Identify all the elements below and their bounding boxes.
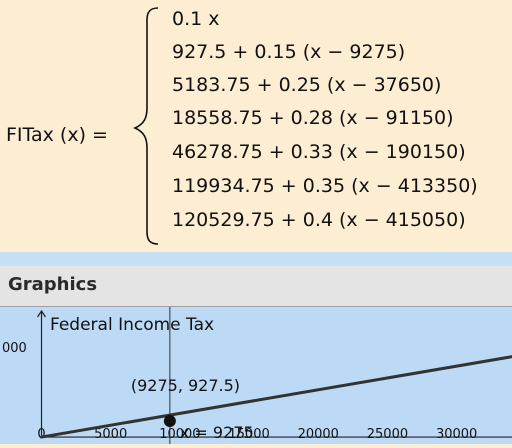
formula-svg: FITax (x) = 0.1 x 927.5 + 0.15 (x − 9275… xyxy=(6,7,478,245)
formula-lhs: FITax (x) = xyxy=(6,124,108,146)
tax-curve[interactable] xyxy=(40,355,512,439)
point-label: (9275, 927.5) xyxy=(131,376,240,395)
plot-svg[interactable]: 000 0 5000 10000 15000 20000 25000 30000 Feder… xyxy=(0,307,512,444)
case-line-3: 5183.75 + 0.25 (x − 37650) xyxy=(172,74,441,96)
case-line-6: 119934.75 + 0.35 (x − 413350) xyxy=(172,175,478,197)
x-tick-label: 20000 xyxy=(298,427,339,442)
point-marker[interactable] xyxy=(163,414,176,427)
left-brace xyxy=(133,7,159,245)
x-tick-label: 30000 xyxy=(436,427,477,442)
case-line-4: 18558.75 + 0.28 (x − 91150) xyxy=(172,107,454,129)
x-tick-label: 0 xyxy=(37,427,45,442)
y-tick-label: 000 xyxy=(2,341,27,356)
vline-label: x = 9275 xyxy=(180,423,254,442)
case-line-1: 0.1 x xyxy=(172,8,220,30)
panel-separator[interactable] xyxy=(0,252,512,266)
x-tick-label: 15000 xyxy=(228,427,269,442)
x-tick-label: 5000 xyxy=(94,427,127,442)
graphics-panel: Graphics 000 0 5000 10000 15000 20000 25000 30… xyxy=(0,266,512,444)
graphics-title: Graphics xyxy=(8,274,98,295)
case-line-7: 120529.75 + 0.4 (x − 415050) xyxy=(172,209,466,231)
x-tick-label: 25000 xyxy=(367,427,408,442)
formula-panel: FITax (x) = 0.1 x 927.5 + 0.15 (x − 9275… xyxy=(6,7,478,245)
graphics-canvas[interactable]: 000 0 5000 10000 15000 20000 25000 30000 Feder… xyxy=(0,307,512,444)
plot-title: Federal Income Tax xyxy=(50,315,214,335)
graphics-header[interactable]: Graphics xyxy=(0,266,512,307)
y-axis-arrow xyxy=(37,309,47,318)
case-line-2: 927.5 + 0.15 (x − 9275) xyxy=(172,41,405,63)
case-line-5: 46278.75 + 0.33 (x − 190150) xyxy=(172,141,466,163)
